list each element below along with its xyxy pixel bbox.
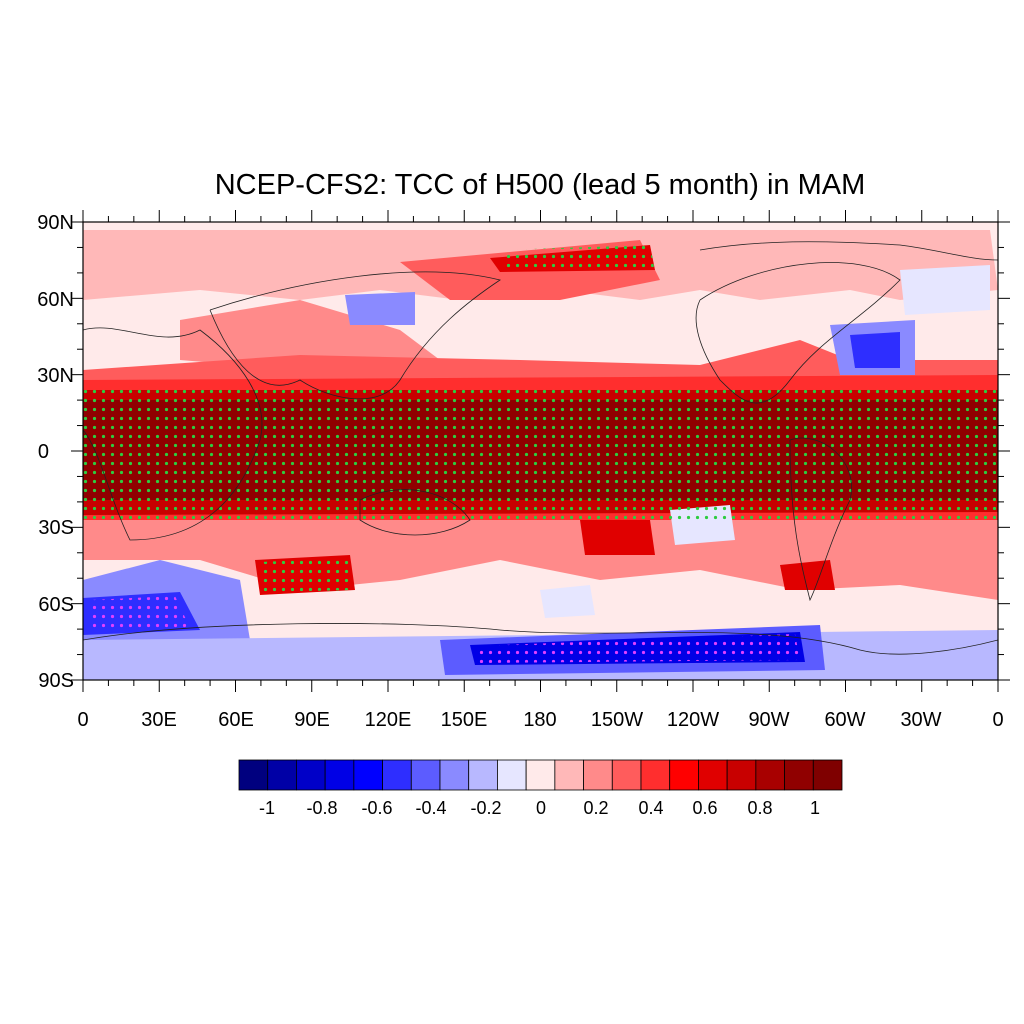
lat-label: 0 [38, 441, 49, 463]
asia-red-patch [180, 300, 440, 370]
colorbar-box [439, 759, 470, 791]
lon-label: 180 [523, 709, 556, 731]
colorbar-box [611, 759, 642, 791]
lon-label: 90W [748, 709, 789, 731]
lat-label: 30S [38, 517, 74, 539]
north-atlantic-negative [850, 332, 900, 368]
weak-blue-patches [540, 265, 990, 618]
colorbar-box [525, 759, 556, 791]
lat-label: 90S [38, 670, 74, 692]
colorbar-box [267, 759, 297, 791]
colorbar-box [238, 759, 269, 791]
colorbar-label: 0.2 [583, 798, 608, 818]
colorbar-box [784, 759, 814, 791]
lon-labels: 0 30E 60E 90E 120E 150E 180 150W 120W 90… [77, 709, 1003, 731]
colorbar-labels: -1 -0.8 -0.6 -0.4 -0.2 0 0.2 0.4 0.6 0.8… [259, 798, 820, 818]
colorbar-label: 0 [536, 798, 546, 818]
lon-label: 0 [77, 709, 88, 731]
lat-label: 60N [37, 289, 74, 311]
colorbar-box [669, 759, 699, 791]
map-field [83, 222, 998, 680]
colorbar-label: -0.6 [361, 798, 392, 818]
stipple-tropics [83, 385, 998, 520]
colorbar-box [353, 759, 383, 791]
colorbar-label: -0.4 [415, 798, 446, 818]
stipple-north-pacific [500, 245, 655, 272]
colorbar-box [410, 759, 441, 791]
colorbar-label: 0.6 [692, 798, 717, 818]
stipple-south-indian [260, 558, 352, 592]
lon-label: 120W [667, 709, 719, 731]
colorbar-box [324, 759, 355, 791]
colorbar-label: 0.4 [638, 798, 663, 818]
lon-label: 150W [591, 709, 643, 731]
colorbar-box [497, 759, 527, 791]
map-title: NCEP-CFS2: TCC of H500 (lead 5 month) in… [215, 169, 866, 201]
lon-label: 30E [141, 709, 177, 731]
lon-label: 60W [824, 709, 865, 731]
coastlines [83, 241, 998, 655]
lon-label: 60E [218, 709, 254, 731]
lat-labels: 90N 60N 30N 0 30S 60S 90S [37, 212, 74, 692]
lon-label: 90E [294, 709, 330, 731]
colorbar-box [726, 759, 757, 791]
colorbar [238, 759, 843, 791]
lat-label: 60S [38, 594, 74, 616]
south-pacific-red [580, 520, 655, 555]
lat-label: 90N [37, 212, 74, 234]
stipple-south-atlantic [90, 596, 190, 632]
colorbar-label: -0.8 [306, 798, 337, 818]
colorbar-box [755, 759, 785, 791]
lon-label: 0 [992, 709, 1003, 731]
axis-ticks [71, 210, 1010, 692]
colorbar-label: 0.8 [747, 798, 772, 818]
lat-label: 30N [37, 365, 74, 387]
colorbar-box [583, 759, 613, 791]
colorbar-box [554, 759, 584, 791]
lon-label: 30W [900, 709, 941, 731]
stipple-antarctic [475, 634, 800, 663]
north-pacific-blue [345, 292, 415, 325]
lon-label: 150E [441, 709, 488, 731]
lon-label: 120E [365, 709, 412, 731]
colorbar-box [296, 759, 326, 791]
colorbar-box [640, 759, 671, 791]
colorbar-box [382, 759, 412, 791]
colorbar-label: -1 [259, 798, 275, 818]
colorbar-box [468, 759, 498, 791]
colorbar-box [812, 759, 843, 791]
colorbar-box [698, 759, 728, 791]
south-america-red [780, 560, 835, 590]
colorbar-label: -0.2 [470, 798, 501, 818]
colorbar-label: 1 [810, 798, 820, 818]
